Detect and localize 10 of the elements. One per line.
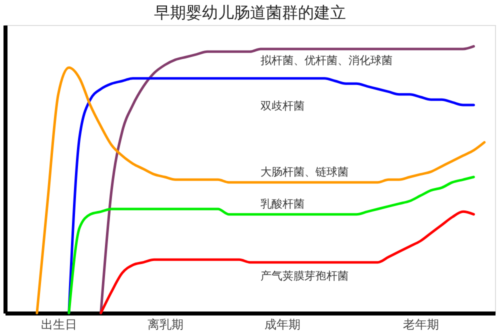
x-tick-label: 老年期	[402, 318, 439, 332]
series-label: 产气荚膜芽孢杆菌	[260, 269, 349, 282]
series-label: 拟杆菌、优杆菌、消化球菌	[260, 54, 393, 67]
series-label: 双歧杆菌	[260, 99, 305, 112]
series-label: 大肠杆菌、链球菌	[260, 165, 349, 178]
chart-title: 早期婴幼儿肠道菌群的建立	[154, 3, 346, 22]
series-label: 乳酸杆菌	[260, 197, 305, 210]
x-tick-label: 出生日	[40, 318, 77, 332]
x-tick-label: 离乳期	[147, 318, 184, 332]
x-tick-label: 成年期	[264, 318, 300, 332]
